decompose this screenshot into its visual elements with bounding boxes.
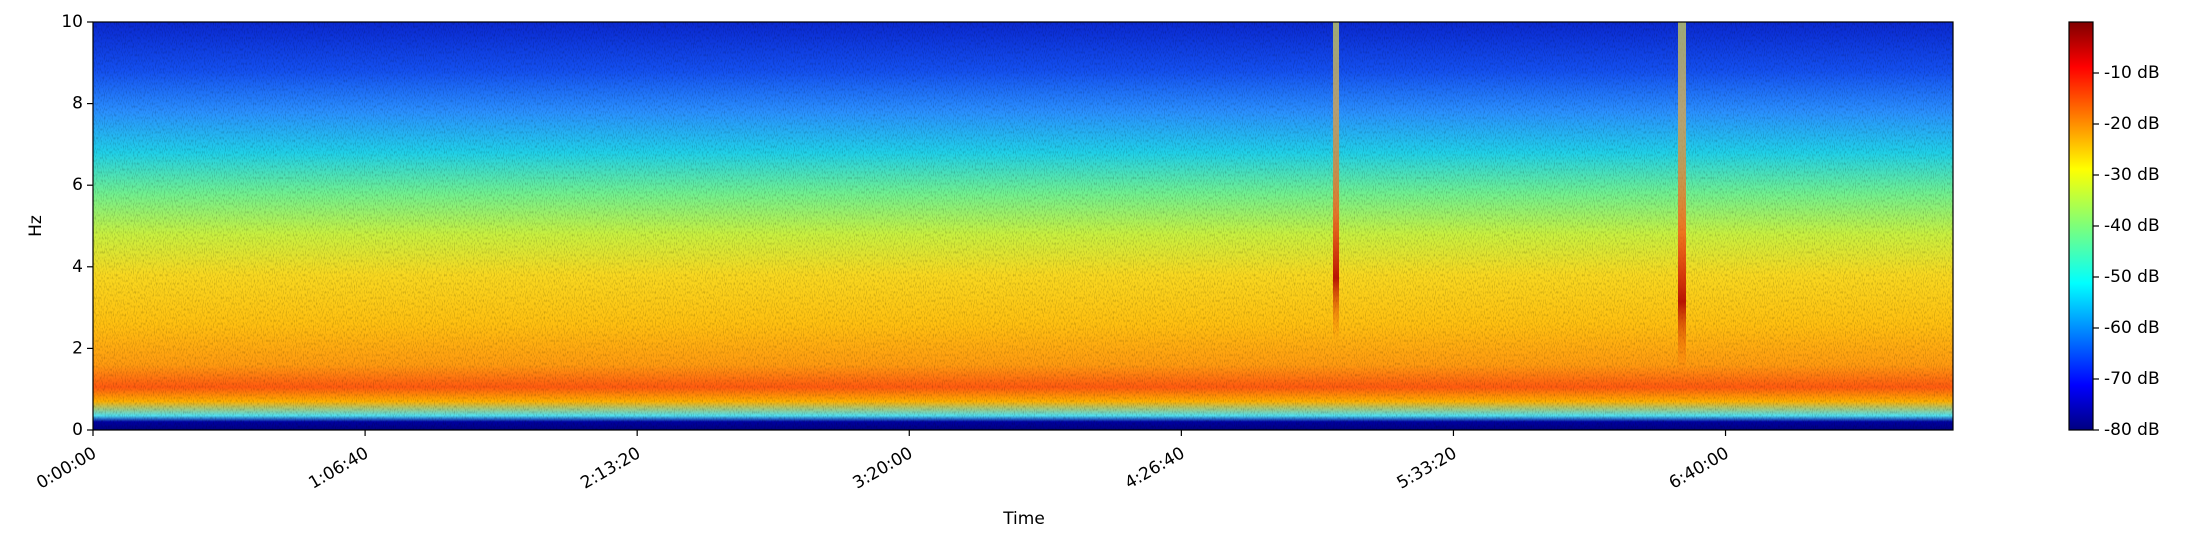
- colorbar-tick-label: -30 dB: [2104, 165, 2160, 185]
- spectrogram-event: [1333, 22, 1339, 342]
- x-tick-label: 0:00:00: [33, 443, 100, 493]
- colorbar-tick-label: -60 dB: [2104, 318, 2160, 338]
- y-tick-label: 6: [72, 175, 83, 195]
- y-tick-label: 0: [72, 420, 83, 440]
- x-tick-label: 3:20:00: [850, 443, 917, 493]
- colorbar-tick-label: -80 dB: [2104, 420, 2160, 440]
- y-tick-label: 8: [72, 94, 83, 114]
- x-tick-label: 4:26:40: [1122, 443, 1189, 493]
- plot-frame: [92, 21, 1954, 431]
- colorbar: [2068, 21, 2094, 431]
- x-tick-label: 1:06:40: [305, 443, 372, 493]
- spectrogram-noise: [93, 22, 1953, 430]
- y-tick-label: 10: [61, 12, 83, 32]
- x-axis-label: Time: [1002, 509, 1045, 529]
- colorbar-tick-label: -20 dB: [2104, 114, 2160, 134]
- colorbar-tick-label: -70 dB: [2104, 369, 2160, 389]
- y-tick-label: 2: [72, 338, 83, 358]
- x-tick-label: 2:13:20: [577, 443, 644, 493]
- colorbar-tick-label: -40 dB: [2104, 216, 2160, 236]
- spectrogram: [93, 22, 1953, 430]
- colorbar-tick-label: -10 dB: [2104, 63, 2160, 83]
- y-tick-label: 4: [72, 257, 83, 277]
- y-axis-label: Hz: [26, 215, 46, 237]
- x-tick-label: 6:40:00: [1666, 443, 1733, 493]
- spectrogram-event: [1678, 22, 1686, 372]
- colorbar-tick-label: -50 dB: [2104, 267, 2160, 287]
- x-tick-label: 5:33:20: [1394, 443, 1461, 493]
